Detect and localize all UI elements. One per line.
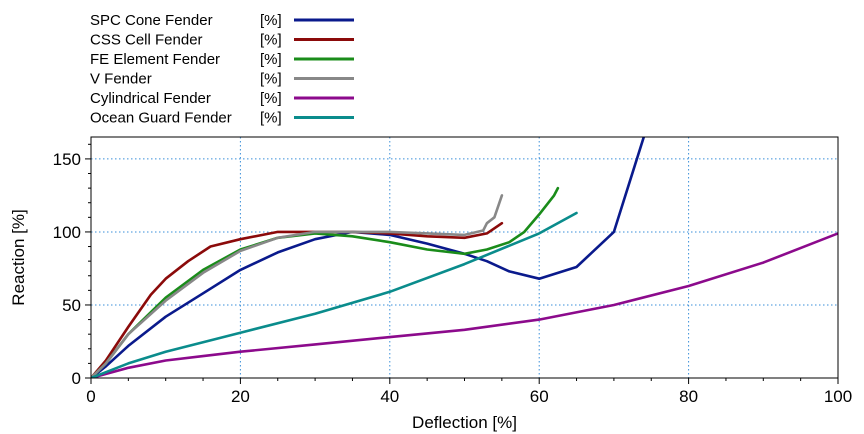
y-tick-label: 150 <box>53 150 81 169</box>
x-axis-title: Deflection [%] <box>412 413 517 432</box>
x-tick-label: 0 <box>86 387 95 406</box>
series-line-spc-cone-fender <box>91 137 646 378</box>
x-tick-label: 80 <box>679 387 698 406</box>
legend-label: CSS Cell Fender <box>90 32 203 49</box>
legend-unit: [%] <box>260 32 282 49</box>
series-line-fe-element-fender <box>91 186 560 378</box>
legend: SPC Cone Fender [%] CSS Cell Fender [%] FE E… <box>90 12 354 127</box>
y-tick-label: 0 <box>72 369 81 388</box>
series-line-ocean-guard-fender <box>91 211 578 378</box>
legend-unit: [%] <box>260 90 282 107</box>
legend-label: Ocean Guard Fender <box>90 110 232 127</box>
series-line-css-cell-fender <box>91 221 504 378</box>
series-line-v-fender <box>91 194 504 378</box>
y-tick-label: 100 <box>53 223 81 242</box>
grid <box>91 137 838 378</box>
series-layer <box>91 137 838 378</box>
legend-unit: [%] <box>260 71 282 88</box>
legend-label: V Fender <box>90 71 152 88</box>
legend-label: Cylindrical Fender <box>90 90 211 107</box>
series-line-cylindrical-fender <box>91 232 838 378</box>
legend-unit: [%] <box>260 110 282 127</box>
y-tick-label: 50 <box>62 296 81 315</box>
axes: 0 20 40 60 80 100 0 50 100 150 <box>53 143 852 406</box>
legend-label: SPC Cone Fender <box>90 12 213 29</box>
x-tick-label: 20 <box>231 387 250 406</box>
x-tick-label: 100 <box>824 387 852 406</box>
legend-label: FE Element Fender <box>90 51 220 68</box>
y-axis-title: Reaction [%] <box>9 209 28 305</box>
x-tick-label: 60 <box>530 387 549 406</box>
legend-unit: [%] <box>260 12 282 29</box>
legend-unit: [%] <box>260 51 282 68</box>
x-tick-label: 40 <box>380 387 399 406</box>
